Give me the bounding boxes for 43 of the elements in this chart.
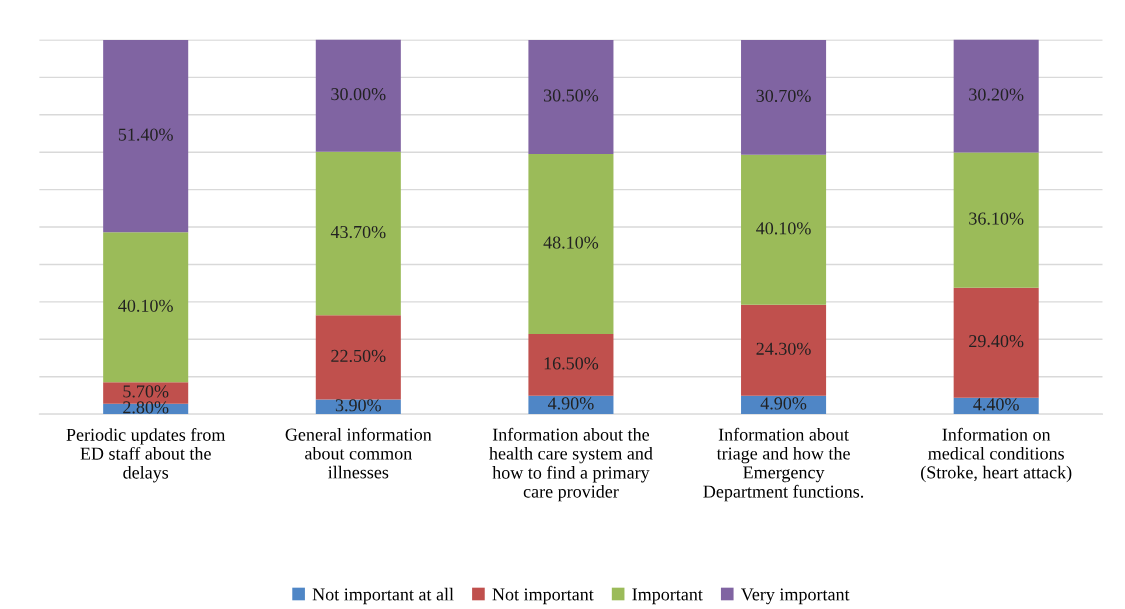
data-label: 4.90% <box>547 397 594 410</box>
bar <box>528 334 614 396</box>
bar <box>103 232 189 383</box>
data-label: 29.40% <box>969 334 1024 348</box>
bar <box>741 154 827 305</box>
legend-label: Not important at all <box>312 587 454 605</box>
legend-label: Important <box>632 588 703 605</box>
bar <box>953 152 1039 288</box>
x-tick-label: Periodic updates from ED staff about the delays <box>66 428 226 483</box>
data-label: 43.70% <box>330 225 386 239</box>
bar <box>953 287 1039 398</box>
x-tick-label: Information on medical conditions (Stroke, heart attack) <box>921 427 1072 483</box>
x-tick-label: General information about common illnesses <box>285 427 432 479</box>
bar <box>103 39 189 233</box>
data-label: 30.70% <box>756 89 811 102</box>
x-tick-label: Information about the health care system and how to find a primary care provider <box>489 427 653 502</box>
data-label: 30.00% <box>331 88 386 101</box>
data-label: 2.80% <box>123 401 169 414</box>
data-label: 22.50% <box>331 349 386 363</box>
data-label: 16.50% <box>544 357 599 370</box>
data-label: 4.40% <box>973 398 1019 411</box>
bar <box>315 315 401 400</box>
bar <box>741 39 827 155</box>
bar <box>528 39 614 155</box>
bar <box>528 154 614 335</box>
data-label: 40.10% <box>756 222 811 235</box>
data-label: 24.30% <box>756 342 811 355</box>
legend-label: Very important <box>741 588 850 605</box>
bar <box>315 39 401 152</box>
data-label: 30.20% <box>969 88 1024 101</box>
data-label: 40.10% <box>118 299 173 312</box>
bar <box>315 151 401 316</box>
x-tick-label: Information about triage and how the Emergency Department functions. <box>703 427 864 502</box>
legend-label: Not important <box>492 588 594 605</box>
data-label: 51.40% <box>118 128 173 141</box>
data-label: 36.10% <box>969 212 1024 225</box>
data-label: 30.50% <box>543 89 599 102</box>
bar <box>953 39 1039 153</box>
data-label: 48.10% <box>543 236 599 249</box>
bar <box>741 304 827 396</box>
data-label: 3.90% <box>335 399 382 412</box>
data-label: 5.70% <box>123 385 169 398</box>
data-label: 4.90% <box>760 397 807 410</box>
